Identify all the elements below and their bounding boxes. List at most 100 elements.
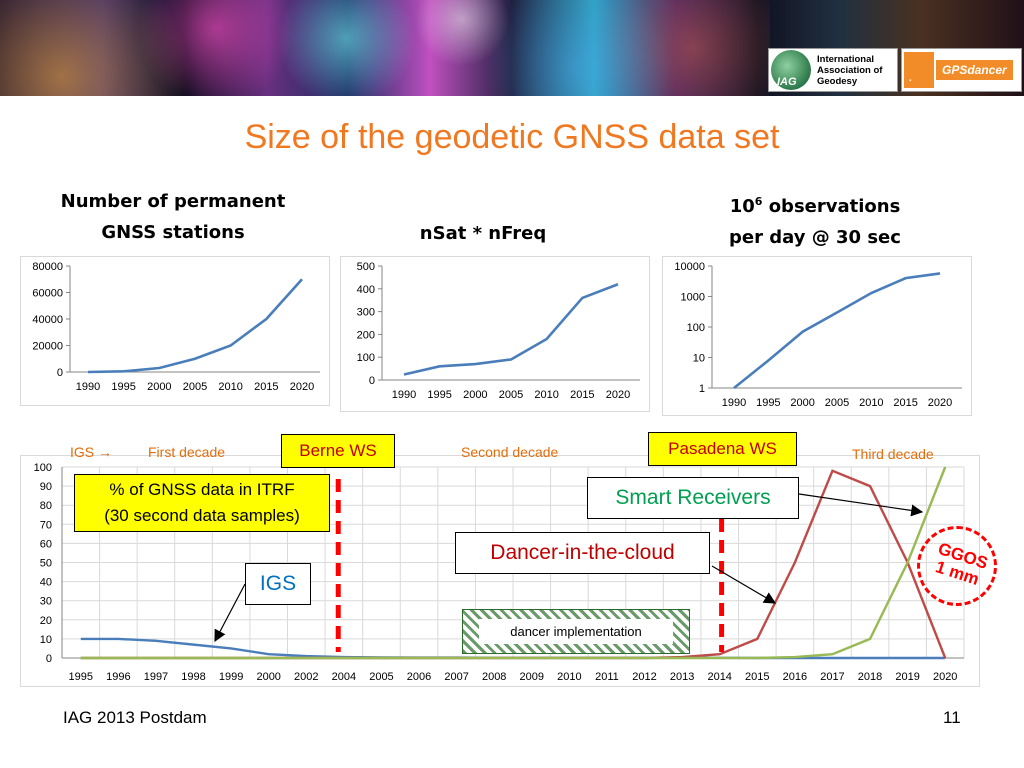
x-tick-label: 1995 xyxy=(427,389,451,401)
y-tick-label: 300 xyxy=(357,307,375,319)
x-tick-label: 2017 xyxy=(820,671,844,683)
x-tick-label: 2000 xyxy=(147,381,171,393)
x-tick-label: 2010 xyxy=(218,381,242,393)
series-line xyxy=(733,272,941,390)
x-tick-label: 1995 xyxy=(111,381,135,393)
second-decade-label: Second decade xyxy=(461,444,559,460)
chart-title-observations: 106 observations per day @ 30 sec xyxy=(729,195,901,248)
dancer-implementation-box: dancer implementation xyxy=(462,609,690,654)
page-number: 11 xyxy=(943,708,961,727)
x-tick-label: 1997 xyxy=(144,671,168,683)
y-tick-label: 400 xyxy=(357,284,375,296)
series-line xyxy=(403,283,619,376)
y-tick-label: 50 xyxy=(40,558,52,570)
x-tick-label: 2000 xyxy=(790,397,814,409)
chart-frame xyxy=(20,256,330,406)
x-tick-label: 2014 xyxy=(707,671,731,683)
x-tick-label: 2007 xyxy=(444,671,468,683)
third-decade-label: Third decade xyxy=(852,446,934,462)
y-tick-label: 200 xyxy=(357,329,375,341)
x-tick-label: 2010 xyxy=(557,671,581,683)
y-tick-label: 20 xyxy=(40,615,52,627)
igs-arrow-label: IGS → xyxy=(70,444,113,460)
chart-title-nsat: nSat * nFreq xyxy=(419,223,547,244)
x-tick-label: 2015 xyxy=(745,671,769,683)
y-tick-label: 100 xyxy=(687,322,705,334)
y-tick-label: 70 xyxy=(40,519,52,531)
x-tick-label: 2009 xyxy=(520,671,544,683)
chart-title-stations: Number of permanent GNSS stations xyxy=(60,191,286,243)
observations-chart: 1 10 100 1000 10000 1990 1995 2000 2005 2010 2015 2… xyxy=(662,256,972,416)
series-line xyxy=(87,278,303,374)
banner-photo xyxy=(0,0,770,96)
x-tick-label: 2010 xyxy=(859,397,883,409)
x-tick-label: 2020 xyxy=(606,389,630,401)
x-tick-label: 2002 xyxy=(294,671,318,683)
x-tick-label: 2005 xyxy=(499,389,523,401)
orange-square-icon: . xyxy=(904,52,934,88)
y-tick-label: 20000 xyxy=(32,341,63,353)
y-tick-label: 40 xyxy=(40,577,52,589)
x-tick-label: 2015 xyxy=(254,381,278,393)
first-decade-label: First decade xyxy=(148,444,226,460)
slide-title: Size of the geodetic GNSS data set xyxy=(244,118,780,156)
y-tick-label: 80 xyxy=(40,500,52,512)
x-tick-label: 2006 xyxy=(407,671,431,683)
y-tick-label: 60 xyxy=(40,538,52,550)
chart-frame xyxy=(662,256,972,416)
y-tick-label: 0 xyxy=(57,367,63,379)
igs-label: IGS xyxy=(245,563,311,605)
y-tick-label: 10 xyxy=(40,634,52,646)
gpsdancer-logo: . GPSdancer xyxy=(901,48,1022,92)
y-tick-label: 80000 xyxy=(32,261,63,273)
x-tick-label: 1998 xyxy=(181,671,205,683)
x-tick-label: 2012 xyxy=(632,671,656,683)
stations-chart: 0 20000 40000 60000 80000 1990 1995 2000 2005 201… xyxy=(20,256,330,406)
x-tick-label: 1999 xyxy=(219,671,243,683)
berne-ws-label: Berne WS xyxy=(281,434,395,468)
x-tick-label: 2018 xyxy=(858,671,882,683)
y-tick-label: 0 xyxy=(369,375,375,387)
y-tick-label: 0 xyxy=(46,653,52,665)
x-tick-label: 2008 xyxy=(482,671,506,683)
x-tick-label: 2005 xyxy=(825,397,849,409)
y-tick-label: 40000 xyxy=(32,314,63,326)
x-tick-label: 1995 xyxy=(69,671,93,683)
x-tick-label: 2005 xyxy=(369,671,393,683)
x-tick-label: 2000 xyxy=(256,671,280,683)
x-tick-label: 2011 xyxy=(595,671,619,683)
pasadena-ws-label: Pasadena WS xyxy=(648,432,797,466)
x-tick-label: 2020 xyxy=(933,671,957,683)
x-tick-label: 2015 xyxy=(570,389,594,401)
y-tick-label: 30 xyxy=(40,596,52,608)
x-tick-label: 2016 xyxy=(783,671,807,683)
x-tick-label: 2015 xyxy=(893,397,917,409)
x-tick-label: 2005 xyxy=(183,381,207,393)
x-tick-label: 2010 xyxy=(534,389,558,401)
x-tick-label: 1990 xyxy=(392,389,416,401)
y-tick-label: 1 xyxy=(699,383,705,395)
x-tick-label: 2000 xyxy=(463,389,487,401)
chart-frame xyxy=(340,256,650,412)
dancer-in-the-cloud-label: Dancer-in-the-cloud xyxy=(455,532,710,574)
ggos-badge: GGOS 1 mm xyxy=(917,526,997,606)
itrf-note: % of GNSS data in ITRF (30 second data s… xyxy=(74,474,330,532)
dancer-arrow xyxy=(711,565,777,604)
iag-logo: IAG International Association of Geodesy xyxy=(768,48,898,92)
x-tick-label: 1990 xyxy=(722,397,746,409)
y-tick-label: 500 xyxy=(357,261,375,273)
y-tick-label: 60000 xyxy=(32,288,63,300)
smart-arrow xyxy=(798,493,924,517)
x-tick-label: 2020 xyxy=(928,397,952,409)
header-banner: IAG International Association of Geodesy… xyxy=(0,0,1024,96)
x-tick-label: 2004 xyxy=(332,671,356,683)
y-tick-label: 100 xyxy=(34,462,52,474)
x-tick-label: 1996 xyxy=(106,671,130,683)
y-tick-label: 90 xyxy=(40,481,52,493)
y-tick-label: 100 xyxy=(357,352,375,364)
nsat-chart: 0 100 200 300 400 500 1990 1995 2000 2005 2010 2015… xyxy=(340,256,650,412)
y-tick-label: 10 xyxy=(693,353,705,365)
dancer-implementation-label: dancer implementation xyxy=(479,619,673,644)
series-line xyxy=(80,466,947,660)
